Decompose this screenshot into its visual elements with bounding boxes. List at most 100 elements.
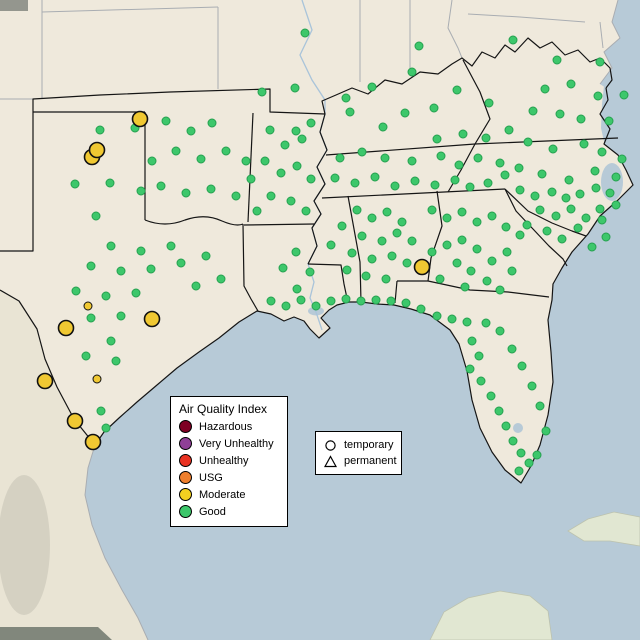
station-good[interactable] xyxy=(231,191,241,201)
station-good[interactable] xyxy=(206,184,216,194)
station-moderate[interactable] xyxy=(131,110,149,128)
station-good[interactable] xyxy=(116,266,126,276)
station-good[interactable] xyxy=(555,109,565,119)
station-good[interactable] xyxy=(617,154,627,164)
station-good[interactable] xyxy=(416,304,426,314)
station-moderate[interactable] xyxy=(84,433,102,451)
station-good[interactable] xyxy=(131,288,141,298)
station-good[interactable] xyxy=(81,351,91,361)
station-good[interactable] xyxy=(514,466,524,476)
station-good[interactable] xyxy=(504,125,514,135)
station-good[interactable] xyxy=(481,318,491,328)
station-good[interactable] xyxy=(473,153,483,163)
station-good[interactable] xyxy=(196,154,206,164)
station-good[interactable] xyxy=(528,106,538,116)
station-moderate-small[interactable] xyxy=(83,301,93,311)
station-good[interactable] xyxy=(311,301,321,311)
station-good[interactable] xyxy=(476,376,486,386)
station-good[interactable] xyxy=(407,67,417,77)
station-good[interactable] xyxy=(587,242,597,252)
station-good[interactable] xyxy=(95,125,105,135)
station-good[interactable] xyxy=(397,217,407,227)
station-good[interactable] xyxy=(427,247,437,257)
station-good[interactable] xyxy=(367,254,377,264)
station-good[interactable] xyxy=(407,156,417,166)
station-good[interactable] xyxy=(326,240,336,250)
station-good[interactable] xyxy=(176,258,186,268)
station-good[interactable] xyxy=(597,147,607,157)
station-good[interactable] xyxy=(116,311,126,321)
station-good[interactable] xyxy=(502,247,512,257)
station-good[interactable] xyxy=(495,285,505,295)
station-good[interactable] xyxy=(457,207,467,217)
station-good[interactable] xyxy=(281,301,291,311)
station-good[interactable] xyxy=(447,314,457,324)
station-good[interactable] xyxy=(484,98,494,108)
station-good[interactable] xyxy=(326,296,336,306)
station-good[interactable] xyxy=(207,118,217,128)
station-good[interactable] xyxy=(414,41,424,51)
station-good[interactable] xyxy=(400,108,410,118)
station-good[interactable] xyxy=(495,158,505,168)
station-good[interactable] xyxy=(166,241,176,251)
station-good[interactable] xyxy=(292,284,302,294)
station-good[interactable] xyxy=(515,230,525,240)
station-good[interactable] xyxy=(452,85,462,95)
station-moderate[interactable] xyxy=(66,412,84,430)
station-good[interactable] xyxy=(522,220,532,230)
station-good[interactable] xyxy=(161,116,171,126)
station-good[interactable] xyxy=(432,134,442,144)
station-good[interactable] xyxy=(278,263,288,273)
station-good[interactable] xyxy=(487,256,497,266)
station-good[interactable] xyxy=(507,266,517,276)
station-good[interactable] xyxy=(305,267,315,277)
station-good[interactable] xyxy=(266,296,276,306)
station-good[interactable] xyxy=(341,93,351,103)
station-good[interactable] xyxy=(392,228,402,238)
station-good[interactable] xyxy=(105,178,115,188)
station-good[interactable] xyxy=(540,84,550,94)
station-moderate[interactable] xyxy=(413,258,431,276)
station-good[interactable] xyxy=(611,172,621,182)
station-good[interactable] xyxy=(483,178,493,188)
station-good[interactable] xyxy=(523,137,533,147)
station-good[interactable] xyxy=(482,276,492,286)
station-good[interactable] xyxy=(436,151,446,161)
station-good[interactable] xyxy=(501,421,511,431)
station-good[interactable] xyxy=(432,311,442,321)
station-good[interactable] xyxy=(191,281,201,291)
station-good[interactable] xyxy=(377,236,387,246)
station-moderate[interactable] xyxy=(36,372,54,390)
station-good[interactable] xyxy=(330,173,340,183)
station-good[interactable] xyxy=(410,176,420,186)
station-good[interactable] xyxy=(524,458,534,468)
station-good[interactable] xyxy=(181,188,191,198)
station-good[interactable] xyxy=(356,296,366,306)
station-good[interactable] xyxy=(352,205,362,215)
station-good[interactable] xyxy=(371,295,381,305)
station-good[interactable] xyxy=(297,134,307,144)
station-good[interactable] xyxy=(252,206,262,216)
station-good[interactable] xyxy=(530,191,540,201)
station-good[interactable] xyxy=(378,122,388,132)
station-good[interactable] xyxy=(401,298,411,308)
station-good[interactable] xyxy=(486,391,496,401)
station-good[interactable] xyxy=(342,265,352,275)
station-good[interactable] xyxy=(367,213,377,223)
station-moderate[interactable] xyxy=(143,310,161,328)
station-good[interactable] xyxy=(465,364,475,374)
station-moderate[interactable] xyxy=(88,141,106,159)
station-good[interactable] xyxy=(246,174,256,184)
station-good[interactable] xyxy=(407,236,417,246)
station-good[interactable] xyxy=(611,200,621,210)
station-good[interactable] xyxy=(221,146,231,156)
station-good[interactable] xyxy=(260,156,270,166)
station-good[interactable] xyxy=(564,175,574,185)
station-good[interactable] xyxy=(515,185,525,195)
station-good[interactable] xyxy=(501,222,511,232)
station-good[interactable] xyxy=(595,204,605,214)
station-good[interactable] xyxy=(147,156,157,166)
station-good[interactable] xyxy=(591,183,601,193)
station-good[interactable] xyxy=(593,91,603,101)
station-good[interactable] xyxy=(86,313,96,323)
